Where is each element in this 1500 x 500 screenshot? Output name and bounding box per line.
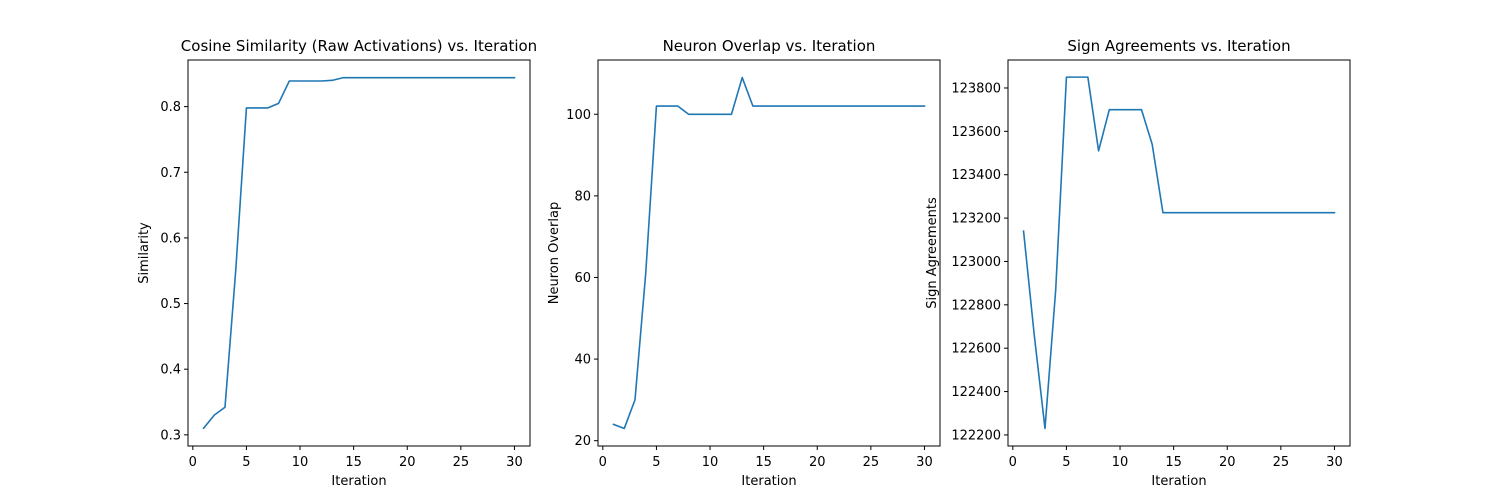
y-tick-label: 122400 xyxy=(951,385,1001,400)
axes-frame xyxy=(187,59,531,447)
x-tick-label: 0 xyxy=(599,455,607,470)
subplot-cosine-similarity: Cosine Similarity (Raw Activations) vs. … xyxy=(137,37,537,489)
y-tick-label: 0.8 xyxy=(160,100,181,115)
y-tick-label: 122800 xyxy=(951,298,1001,313)
series-line xyxy=(202,76,516,430)
y-tick-label: 122200 xyxy=(951,428,1001,443)
series-line xyxy=(1022,76,1336,430)
chart-title: Cosine Similarity (Raw Activations) vs. … xyxy=(181,37,537,55)
x-tick-label: 0 xyxy=(189,455,197,470)
subplot-neuron-overlap: Neuron Overlap vs. Iteration Iteration N… xyxy=(547,37,941,489)
y-tick-label: 20 xyxy=(574,434,591,449)
y-tick-label: 123200 xyxy=(951,212,1001,227)
x-tick-label: 15 xyxy=(1165,455,1182,470)
axes-frame xyxy=(1007,59,1351,447)
y-tick-label: 122600 xyxy=(951,342,1001,357)
x-axis-label: Iteration xyxy=(741,474,796,489)
x-tick-label: 25 xyxy=(453,455,470,470)
x-tick-label: 5 xyxy=(242,455,250,470)
y-axis-label: Neuron Overlap xyxy=(547,202,562,304)
x-tick-label: 20 xyxy=(809,455,826,470)
x-tick-label: 10 xyxy=(702,455,719,470)
y-tick-label: 100 xyxy=(566,108,591,123)
subplot-sign-agreements: Sign Agreements vs. Iteration Iteration … xyxy=(925,37,1351,489)
x-tick-label: 15 xyxy=(755,455,772,470)
y-tick-label: 123800 xyxy=(951,81,1001,96)
x-axis-label: Iteration xyxy=(331,474,386,489)
y-tick-label: 123600 xyxy=(951,125,1001,140)
y-axis-label: Similarity xyxy=(137,222,152,284)
y-tick-label: 80 xyxy=(574,189,591,204)
x-tick-label: 10 xyxy=(1112,455,1129,470)
y-axis-label: Sign Agreements xyxy=(925,197,940,309)
x-axis-label: Iteration xyxy=(1151,474,1206,489)
chart-title: Sign Agreements vs. Iteration xyxy=(1067,37,1290,55)
y-tick-label: 40 xyxy=(574,353,591,368)
x-tick-label: 25 xyxy=(863,455,880,470)
x-tick-label: 0 xyxy=(1009,455,1017,470)
y-tick-label: 0.7 xyxy=(160,166,181,181)
x-tick-label: 15 xyxy=(345,455,362,470)
x-tick-label: 30 xyxy=(916,455,933,470)
x-tick-label: 30 xyxy=(506,455,523,470)
x-tick-label: 5 xyxy=(652,455,660,470)
x-tick-label: 30 xyxy=(1326,455,1343,470)
chart-title: Neuron Overlap vs. Iteration xyxy=(663,37,876,55)
y-tick-label: 123400 xyxy=(951,168,1001,183)
y-tick-label: 0.4 xyxy=(160,363,181,378)
y-tick-label: 0.5 xyxy=(160,297,181,312)
axes-frame xyxy=(597,59,941,447)
y-tick-label: 123000 xyxy=(951,255,1001,270)
x-tick-label: 10 xyxy=(292,455,309,470)
y-tick-label: 0.3 xyxy=(160,428,181,443)
x-tick-label: 20 xyxy=(399,455,416,470)
x-tick-label: 5 xyxy=(1062,455,1070,470)
series-line xyxy=(612,76,926,430)
y-tick-label: 0.6 xyxy=(160,231,181,246)
x-tick-label: 20 xyxy=(1219,455,1236,470)
x-tick-label: 25 xyxy=(1273,455,1290,470)
y-tick-label: 60 xyxy=(574,271,591,286)
